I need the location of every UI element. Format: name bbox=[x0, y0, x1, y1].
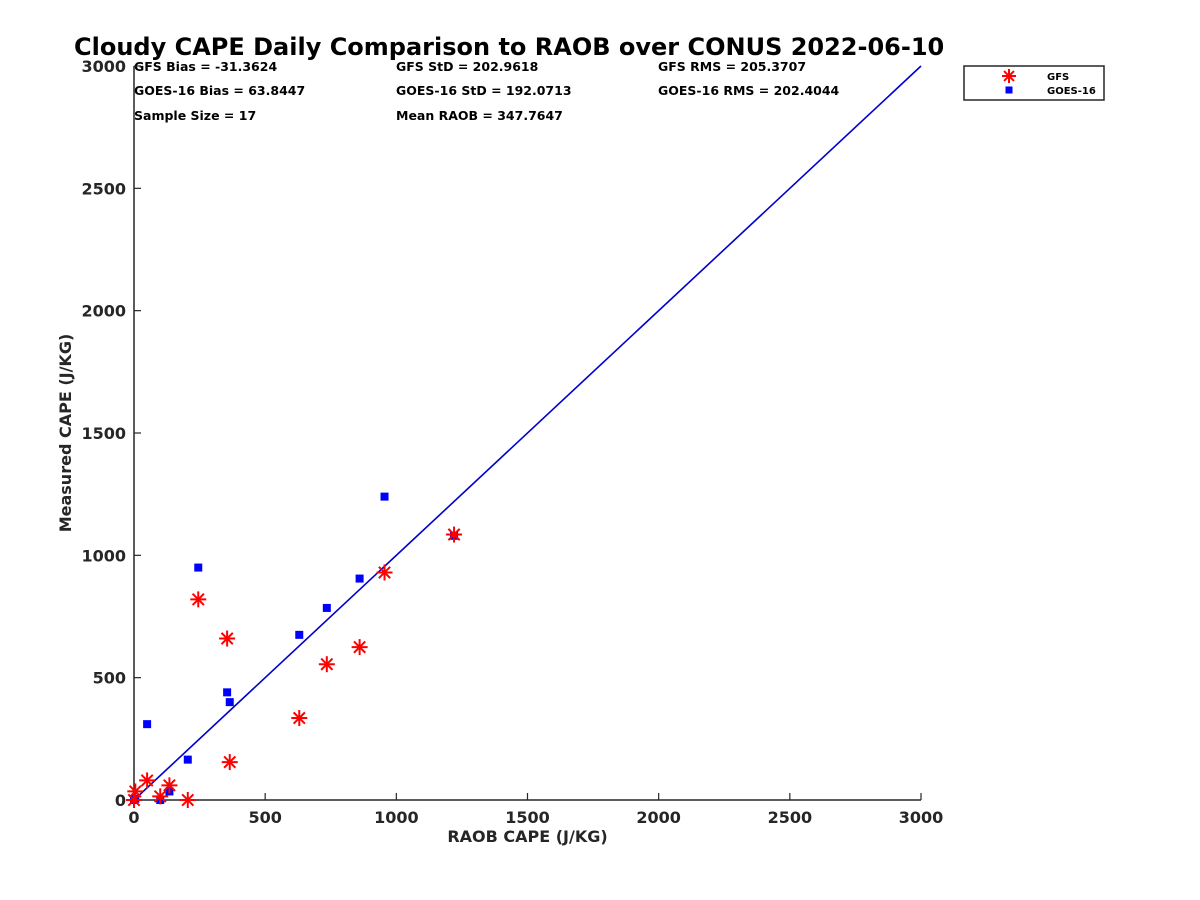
y-tick-label: 3000 bbox=[81, 57, 126, 76]
gfs-point bbox=[351, 639, 368, 656]
y-axis-ticks: 0 500 1000 1500 2000 2500 3000 bbox=[81, 57, 141, 810]
gfs-point bbox=[127, 783, 144, 800]
goes16-point bbox=[225, 698, 234, 707]
goes16-point bbox=[143, 720, 152, 729]
goes16-point bbox=[194, 563, 203, 572]
stat-text: GOES-16 RMS = 202.4044 bbox=[658, 83, 840, 98]
statistics-panel: GFS Bias = -31.3624 GFS StD = 202.9618 GFS… bbox=[134, 59, 840, 123]
legend-goes16-marker bbox=[1005, 86, 1013, 94]
stat-text: GOES-16 Bias = 63.8447 bbox=[134, 83, 305, 98]
gfs-point bbox=[139, 772, 156, 789]
x-tick-label: 1000 bbox=[374, 808, 419, 827]
goes16-point bbox=[355, 574, 364, 583]
goes16-point bbox=[295, 630, 304, 639]
gfs-point bbox=[190, 591, 207, 608]
y-tick-label: 1000 bbox=[81, 546, 126, 565]
goes16-point bbox=[380, 492, 389, 501]
x-tick-label: 1500 bbox=[505, 808, 550, 827]
gfs-point bbox=[291, 710, 308, 727]
stat-text: Mean RAOB = 347.7647 bbox=[396, 108, 563, 123]
chart-title: Cloudy CAPE Daily Comparison to RAOB ove… bbox=[74, 33, 944, 61]
goes16-point bbox=[223, 688, 232, 697]
legend-gfs-marker bbox=[1002, 69, 1016, 83]
gfs-point bbox=[221, 754, 238, 771]
x-tick-label: 2000 bbox=[636, 808, 681, 827]
gfs-point bbox=[152, 788, 169, 805]
stat-text: Sample Size = 17 bbox=[134, 108, 256, 123]
y-axis-label: Measured CAPE (J/KG) bbox=[56, 334, 75, 533]
legend-label: GOES-16 bbox=[1047, 86, 1096, 97]
stat-text: GFS Bias = -31.3624 bbox=[134, 59, 277, 74]
gfs-point bbox=[446, 526, 463, 543]
y-tick-label: 2500 bbox=[81, 179, 126, 198]
x-tick-label: 2500 bbox=[768, 808, 813, 827]
data-markers bbox=[126, 492, 463, 808]
x-axis-label: RAOB CAPE (J/KG) bbox=[447, 827, 607, 846]
y-tick-label: 1500 bbox=[81, 424, 126, 443]
x-tick-label: 500 bbox=[248, 808, 281, 827]
gfs-point bbox=[219, 630, 236, 647]
gfs-point bbox=[179, 792, 196, 808]
gfs-point bbox=[161, 777, 178, 794]
y-tick-label: 0 bbox=[115, 791, 126, 810]
stat-text: GFS RMS = 205.3707 bbox=[658, 59, 806, 74]
gfs-point bbox=[318, 656, 335, 673]
x-tick-label: 0 bbox=[128, 808, 139, 827]
goes16-point bbox=[322, 603, 331, 612]
y-tick-label: 500 bbox=[93, 669, 126, 688]
legend-box bbox=[963, 65, 1105, 101]
x-axis-ticks: 0 500 1000 1500 2000 2500 3000 bbox=[128, 793, 943, 827]
y-tick-label: 2000 bbox=[81, 302, 126, 321]
stat-text: GFS StD = 202.9618 bbox=[396, 59, 538, 74]
gfs-point bbox=[376, 564, 393, 581]
one-to-one-reference-line bbox=[133, 65, 922, 801]
stat-text: GOES-16 StD = 192.0713 bbox=[396, 83, 572, 98]
goes16-point bbox=[183, 755, 192, 764]
legend: GFS GOES-16 bbox=[963, 65, 1105, 101]
legend-label: GFS bbox=[1047, 72, 1069, 83]
plot-area: 0 500 1000 1500 2000 2500 3000 0 500 1000 1500 200… bbox=[81, 57, 943, 827]
x-tick-label: 3000 bbox=[899, 808, 944, 827]
